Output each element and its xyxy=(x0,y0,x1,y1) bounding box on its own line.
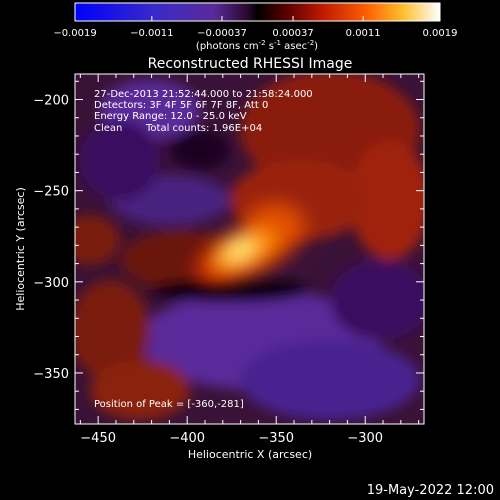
y-axis-label: Heliocentric Y (arcsec) xyxy=(14,187,27,311)
annotation-time-range: 27-Dec-2013 21:52:44.000 to 21:58:24.000 xyxy=(94,89,313,100)
x-tick-label: −450 xyxy=(80,431,116,446)
annotation-clean: Clean xyxy=(94,123,122,134)
colorbar-tick-label: 0.0019 xyxy=(423,28,458,39)
annotation-energy: Energy Range: 12.0 - 25.0 keV xyxy=(94,111,247,122)
x-axis-label: Heliocentric X (arcsec) xyxy=(188,448,312,461)
y-tick-label: −300 xyxy=(33,276,69,291)
y-tick-label: −350 xyxy=(33,367,69,382)
plot-frame xyxy=(74,73,425,425)
x-axis: −450 −400 −350 −300 xyxy=(79,74,420,446)
colorbar-units: (photons cm-2 s-1 asec-2) xyxy=(196,39,318,52)
y-tick-label: −200 xyxy=(33,94,69,109)
y-axis: −200 −250 −300 −350 xyxy=(33,80,424,410)
colorbar-tick-label: −0.00037 xyxy=(197,28,247,39)
chart-title: Reconstructed RHESSI Image xyxy=(148,56,353,72)
footer-date: 19-May-2022 12:00 xyxy=(367,483,494,498)
colorbar: −0.0019 −0.0011 −0.00037 0.00037 0.0011 0.001… xyxy=(53,2,458,52)
x-tick-label: −400 xyxy=(169,431,205,446)
colorbar-tick-label: 0.0011 xyxy=(346,28,381,39)
annotation-detectors: Detectors: 3F 4F 5F 6F 7F 8F, Att 0 xyxy=(94,100,268,111)
colorbar-gradient xyxy=(74,2,441,22)
colorbar-tick-label: 0.00037 xyxy=(272,28,313,39)
colorbar-tick-label: −0.0019 xyxy=(53,28,96,39)
heatmap-image xyxy=(75,74,424,424)
annotation-peak-position: Position of Peak = [-360,-281] xyxy=(94,399,244,410)
annotations: 27-Dec-2013 21:52:44.000 to 21:58:24.000… xyxy=(94,89,313,410)
annotation-total-counts: Total counts: 1.96E+04 xyxy=(145,123,262,134)
x-tick-label: −350 xyxy=(258,431,294,446)
colorbar-ticks: −0.0019 −0.0011 −0.00037 0.00037 0.0011 0.001… xyxy=(53,16,458,39)
y-tick-label: −250 xyxy=(33,185,69,200)
colorbar-tick-label: −0.0011 xyxy=(130,28,173,39)
x-tick-label: −300 xyxy=(347,431,383,446)
